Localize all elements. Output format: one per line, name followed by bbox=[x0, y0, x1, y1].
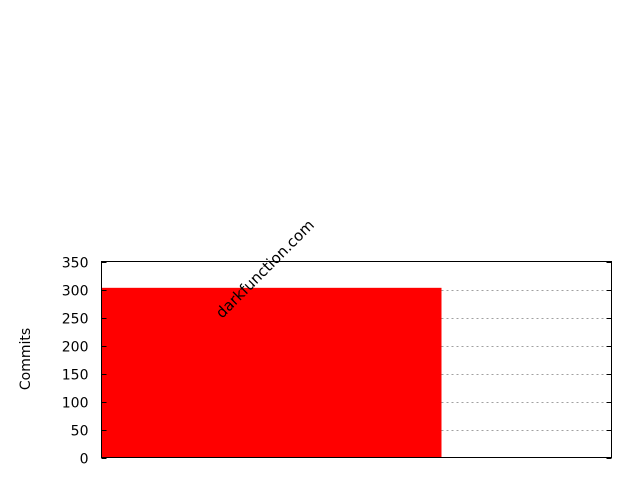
y-tick-label: 50 bbox=[71, 424, 89, 440]
y-axis-title: Commits bbox=[18, 328, 34, 390]
y-tick-label: 0 bbox=[80, 452, 89, 468]
y-tick-label: 200 bbox=[62, 340, 89, 356]
y-tick-label: 250 bbox=[62, 312, 89, 328]
y-tick-label: 300 bbox=[62, 284, 89, 300]
y-tick-label: 350 bbox=[62, 256, 89, 272]
y-axis-ticks: 0 50 100 150 200 250 300 350 bbox=[62, 256, 612, 468]
y-tick-label: 100 bbox=[62, 396, 89, 412]
bars bbox=[101, 287, 442, 458]
plot-frame bbox=[101, 261, 612, 458]
bar-darkfunction-com bbox=[101, 287, 442, 458]
y-tick-label: 150 bbox=[62, 368, 89, 384]
